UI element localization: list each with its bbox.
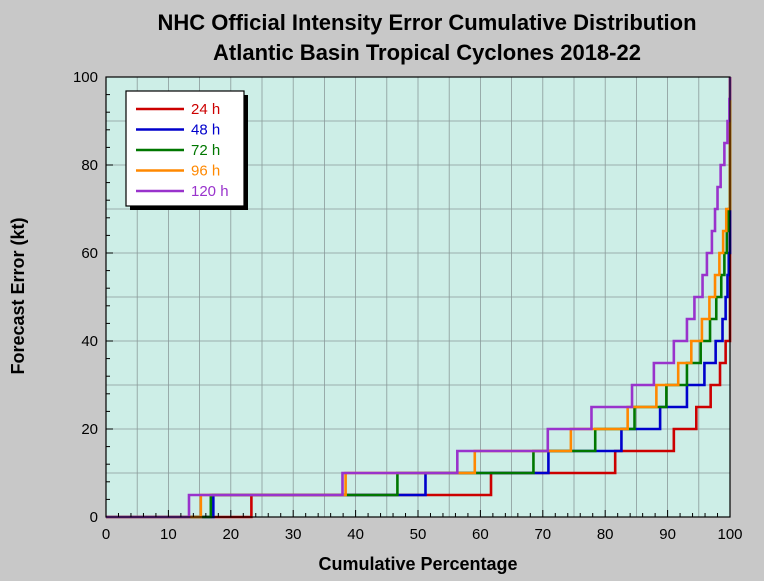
legend-entry: 24 h — [191, 101, 220, 118]
y-tick-label: 80 — [81, 157, 98, 174]
x-tick-label: 0 — [102, 526, 110, 543]
chart-subtitle: Atlantic Basin Tropical Cyclones 2018-22 — [213, 40, 641, 65]
x-axis-label: Cumulative Percentage — [318, 554, 517, 574]
x-tick-label: 20 — [222, 526, 239, 543]
x-tick-label: 10 — [160, 526, 177, 543]
chart-title: NHC Official Intensity Error Cumulative … — [157, 10, 696, 35]
series-line-120h — [106, 77, 732, 519]
series-lines — [106, 77, 732, 519]
x-tick-label: 70 — [534, 526, 551, 543]
series-line-72h — [106, 77, 732, 519]
legend-entry: 72 h — [191, 142, 220, 159]
y-tick-label: 0 — [90, 509, 98, 526]
y-tick-label: 20 — [81, 421, 98, 438]
x-tick-label: 90 — [659, 526, 676, 543]
legend: 24 h 48 h 72 h 96 h 120 h — [125, 90, 248, 210]
series-line-24h — [106, 77, 732, 519]
x-tick-label: 80 — [597, 526, 614, 543]
series-line-96h — [106, 77, 732, 519]
y-tick-label: 60 — [81, 245, 98, 262]
axis-ticks: 0 10 20 30 40 50 60 70 80 90 100 0 20 40 60 80 100 — [73, 69, 743, 543]
y-tick-label: 100 — [73, 69, 98, 86]
y-tick-label: 40 — [81, 333, 98, 350]
x-tick-label: 50 — [410, 526, 427, 543]
x-tick-label: 60 — [472, 526, 489, 543]
legend-entry: 48 h — [191, 122, 220, 139]
legend-entry: 96 h — [191, 163, 220, 180]
y-axis-label: Forecast Error (kt) — [8, 217, 28, 374]
x-tick-label: 40 — [347, 526, 364, 543]
x-tick-label: 30 — [285, 526, 302, 543]
legend-entry: 120 h — [191, 183, 229, 200]
x-tick-label: 100 — [717, 526, 742, 543]
